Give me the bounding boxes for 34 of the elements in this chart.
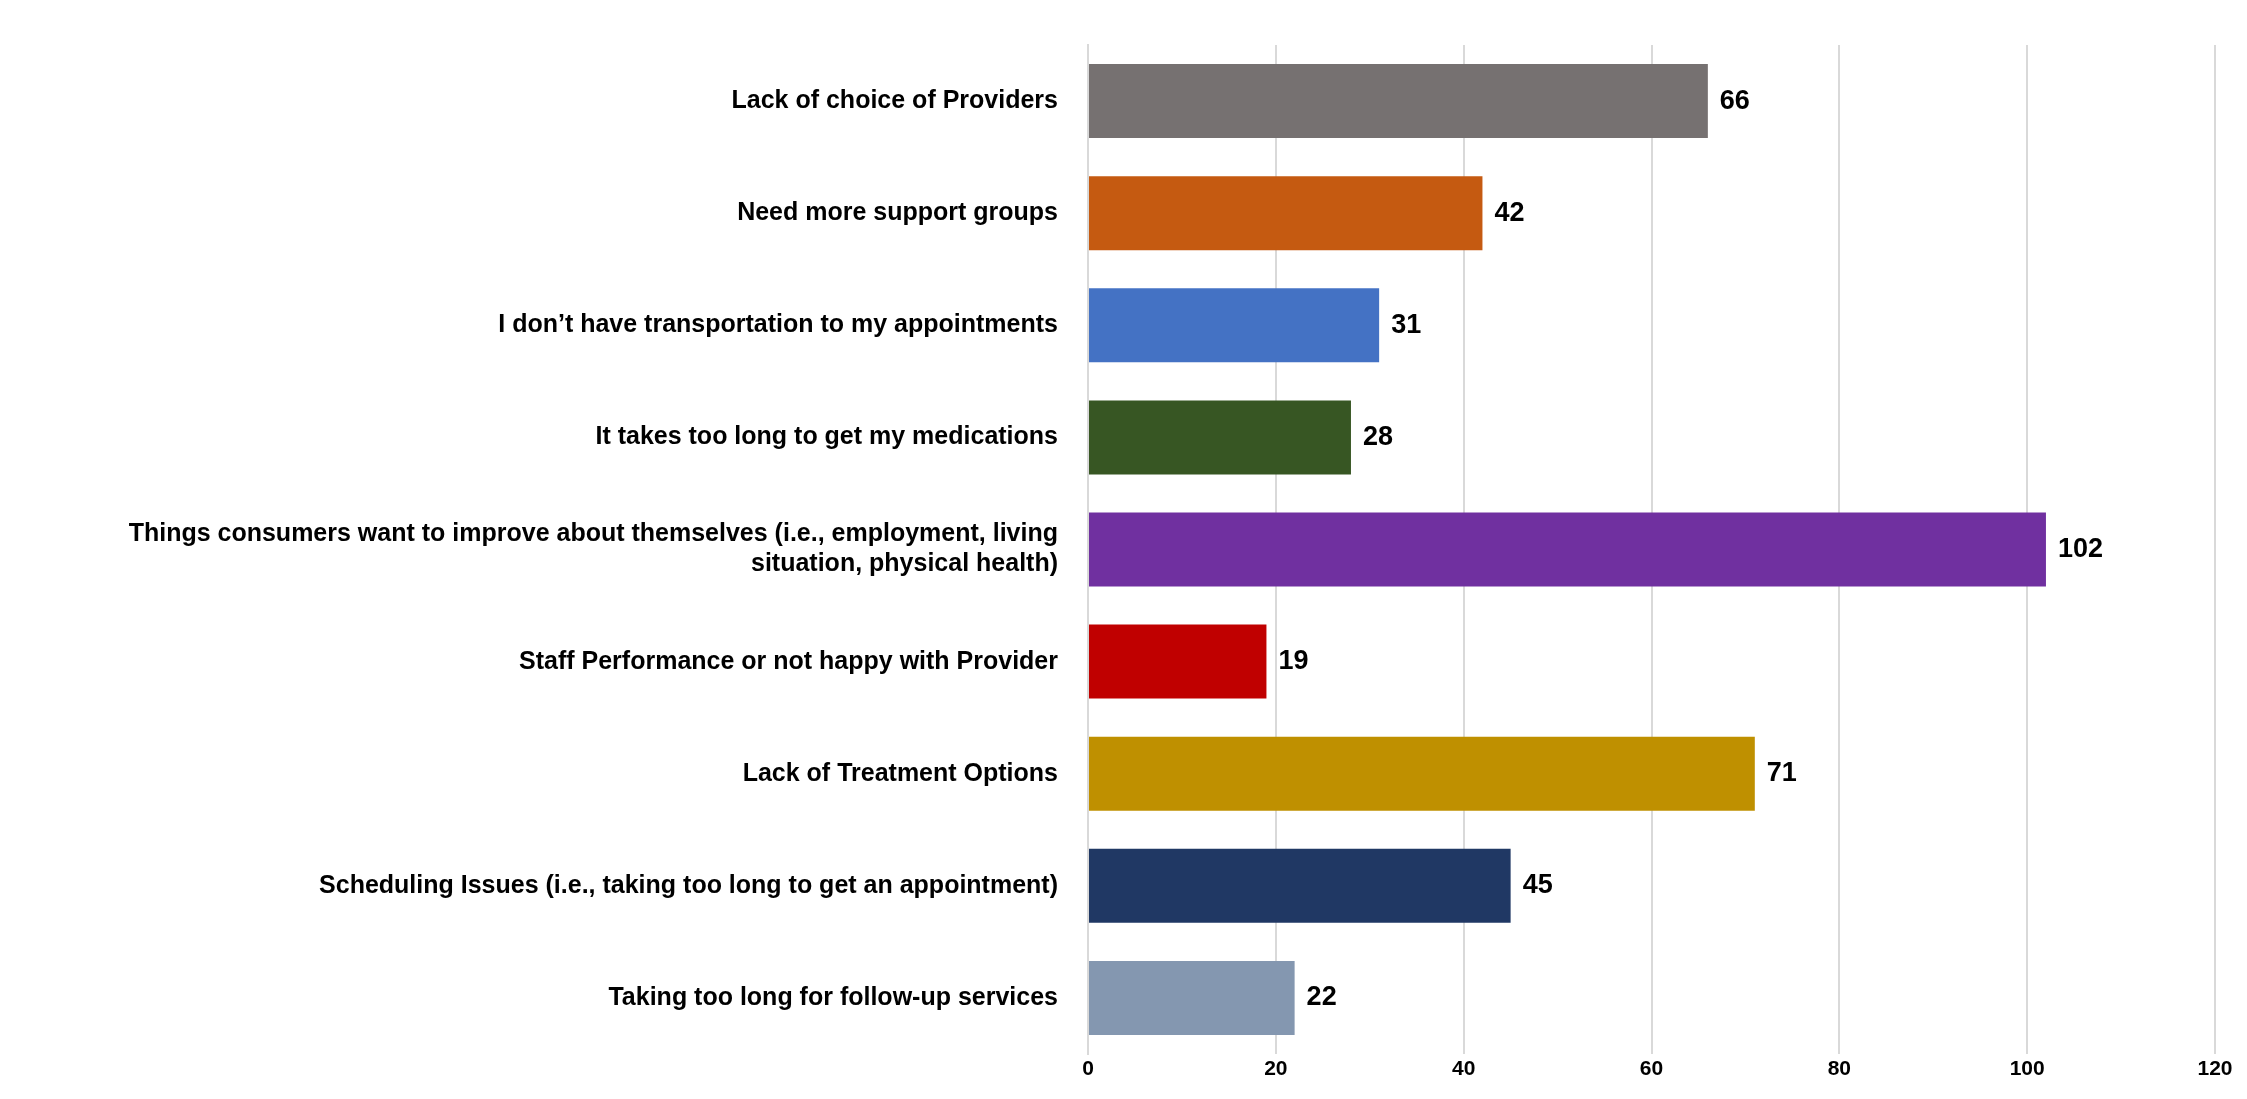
bar [1089,400,1351,475]
y-tick-label: Taking too long for follow-up services [608,981,1058,1010]
data-label: 31 [1391,308,1422,339]
y-tick-label: Need more support groups [737,197,1058,226]
y-tick-label: Lack of choice of Providers [731,84,1058,113]
data-label: 71 [1766,757,1797,788]
x-tick-label: 60 [1639,1056,1664,1080]
data-label: 22 [1306,981,1337,1012]
data-label: 28 [1362,420,1394,451]
bar [1089,960,1295,1035]
data-label: 66 [1719,84,1750,115]
x-tick-label: 0 [1082,1056,1094,1080]
bar [1089,512,2046,587]
y-tick-label: Scheduling Issues (i.e., taking too long to get an appointment) [319,869,1058,898]
y-tick-label: Staff Performance or not happy with Provider [519,645,1059,674]
y-tick-label: I don’t have transportation to my appointments [498,309,1058,338]
x-tick-label: 20 [1264,1056,1288,1080]
x-tick-label: 100 [2009,1056,2045,1080]
data-label: 19 [1278,645,1309,676]
data-label: 45 [1522,869,1553,900]
bar [1089,848,1511,923]
bar [1089,64,1708,139]
bar [1089,624,1267,699]
bar [1089,736,1755,811]
y-tick-label: Things consumers want to improve about themselves (i.e., employment, living situation, physical health) [128,518,1058,577]
data-label: 102 [2057,532,2104,563]
x-tick-label: 80 [1827,1056,1852,1080]
x-tick-label: 120 [2197,1056,2233,1080]
data-label: 42 [1494,196,1525,227]
y-tick-label: It takes too long to get my medications [595,421,1058,450]
bar [1089,176,1483,251]
x-tick-label: 40 [1451,1056,1476,1080]
bar [1089,288,1380,363]
y-tick-label: Lack of Treatment Options [742,757,1058,786]
